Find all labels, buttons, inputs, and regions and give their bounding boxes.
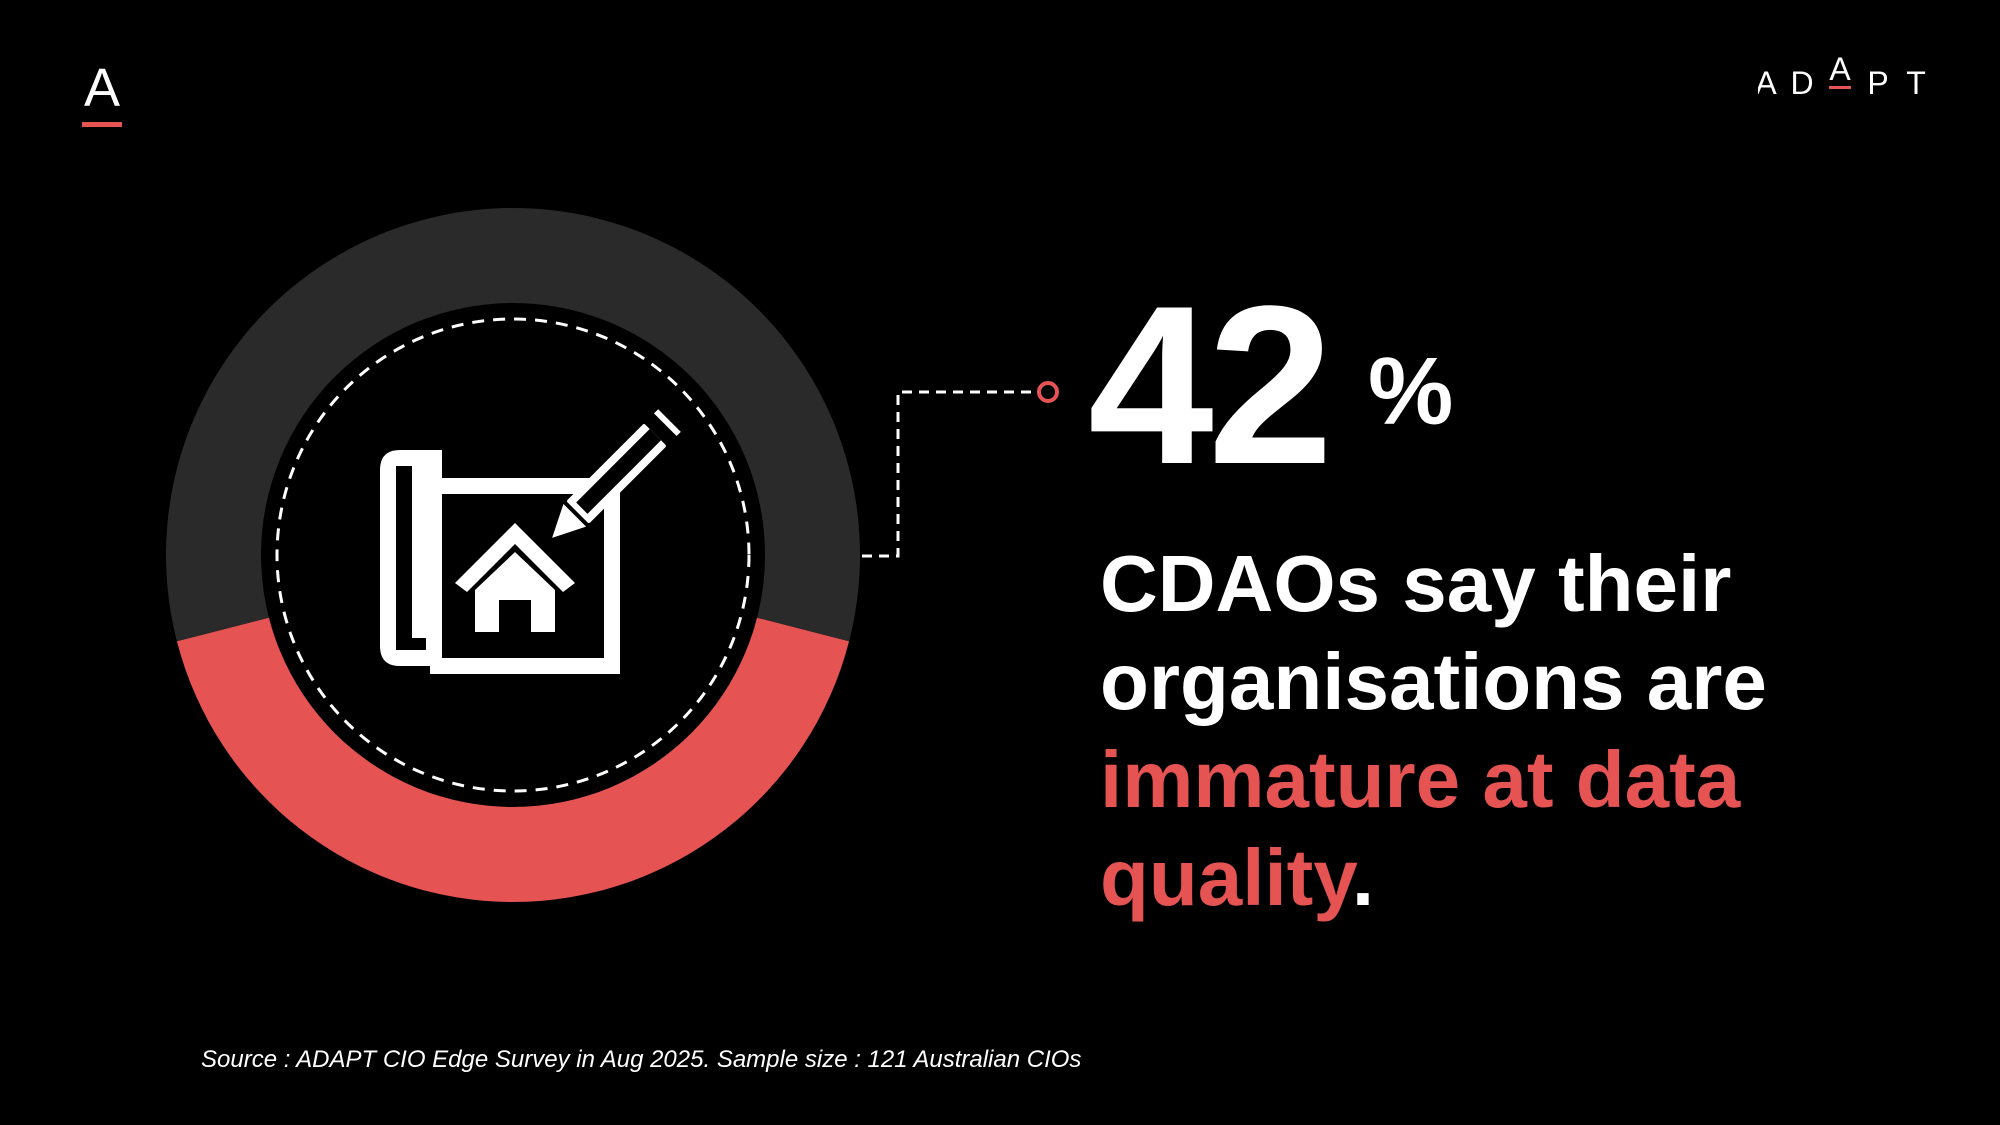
statement-highlight: immature at data quality [1100,735,1741,922]
adapt-wordmark-logo: A D A P T [1758,52,1926,101]
wordmark-letter-5: T [1906,65,1926,101]
dashed-inner-ring [275,317,751,793]
brand-mark-letter: A [84,60,120,118]
statement-trailing: . [1351,833,1375,922]
wordmark-underline [1829,86,1851,89]
wordmark-letter-1: A [1758,65,1777,101]
connector-line [862,390,1036,558]
wordmark-letter-3: A [1829,52,1851,87]
statement-line-2: organisations are [1100,637,1767,726]
source-footnote: Source : ADAPT CIO Edge Survey in Aug 20… [201,1046,1082,1073]
brand-mark-underline [82,122,122,127]
blueprint-house-icon [380,409,681,674]
stat-value: 42 [1088,258,1333,511]
wordmark-letter-4: P [1867,65,1888,101]
connector-end-dot [1037,381,1059,403]
brand-mark-logo: A [82,60,122,127]
stat-unit: % [1368,338,1454,445]
statement-line-1: CDAOs say their [1100,539,1732,628]
wordmark-letter-2: D [1790,65,1813,101]
statement-text: CDAOs say their organisations are immatu… [1100,535,1960,927]
